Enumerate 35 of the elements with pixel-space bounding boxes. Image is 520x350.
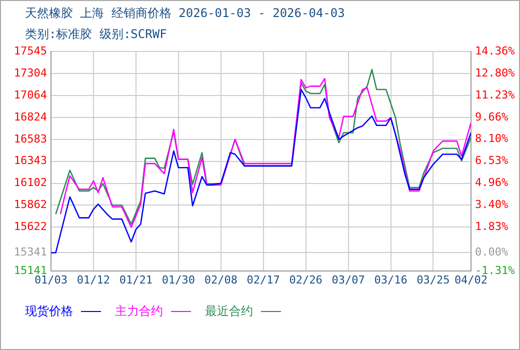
y-tick-label: 17545 [14, 44, 47, 58]
legend-label: 现货价格 [25, 303, 74, 320]
y2-tick-label: 12.80% [475, 66, 516, 80]
y-tick-label: 16343 [14, 154, 47, 168]
y2-tick-label: 6.53% [475, 154, 508, 168]
x-tick-label: 03/16 [374, 273, 408, 286]
y2-tick-label: 0.00% [475, 246, 508, 259]
y2-tick-label: 14.36% [475, 44, 516, 58]
x-tick-label: 02/08 [204, 273, 238, 286]
legend-label: 最近合约 [205, 303, 254, 320]
x-tick-label: 03/25 [416, 273, 450, 286]
x-tick-label: 01/21 [119, 273, 153, 286]
x-tick-label: 04/02 [454, 273, 488, 286]
chart-title: 天然橡胶 上海 经销商价格 2026-01-03 - 2026-04-03 [25, 5, 345, 22]
x-tick-label: 01/30 [162, 273, 195, 286]
y2-tick-label: 11.23% [475, 88, 516, 102]
y-tick-label: 16102 [14, 176, 47, 190]
y-tick-label: 17304 [14, 66, 48, 80]
y-tick-label: 16824 [14, 110, 48, 124]
y-tick-label: 15622 [14, 220, 47, 233]
x-tick-label: 02/26 [289, 273, 322, 286]
x-tick-label: 03/07 [332, 273, 365, 286]
chart-subtitle: 类别:标准胶 级别:SCRWF [25, 26, 167, 43]
y2-tick-label: 8.10% [475, 132, 508, 146]
y2-tick-label: 3.40% [475, 198, 508, 211]
y-tick-label: 15341 [14, 246, 47, 259]
x-tick-label: 02/17 [246, 273, 280, 286]
y-tick-label: 17064 [14, 88, 48, 102]
x-tick-label: 01/12 [76, 273, 110, 286]
y-tick-label: 15862 [14, 198, 47, 212]
y2-tick-label: 4.96% [475, 176, 508, 190]
y-tick-label: 16583 [14, 132, 47, 146]
legend-label: 主力合约 [115, 303, 164, 320]
y2-tick-label: 9.66% [475, 110, 508, 124]
y2-tick-label: 1.83% [475, 220, 508, 233]
